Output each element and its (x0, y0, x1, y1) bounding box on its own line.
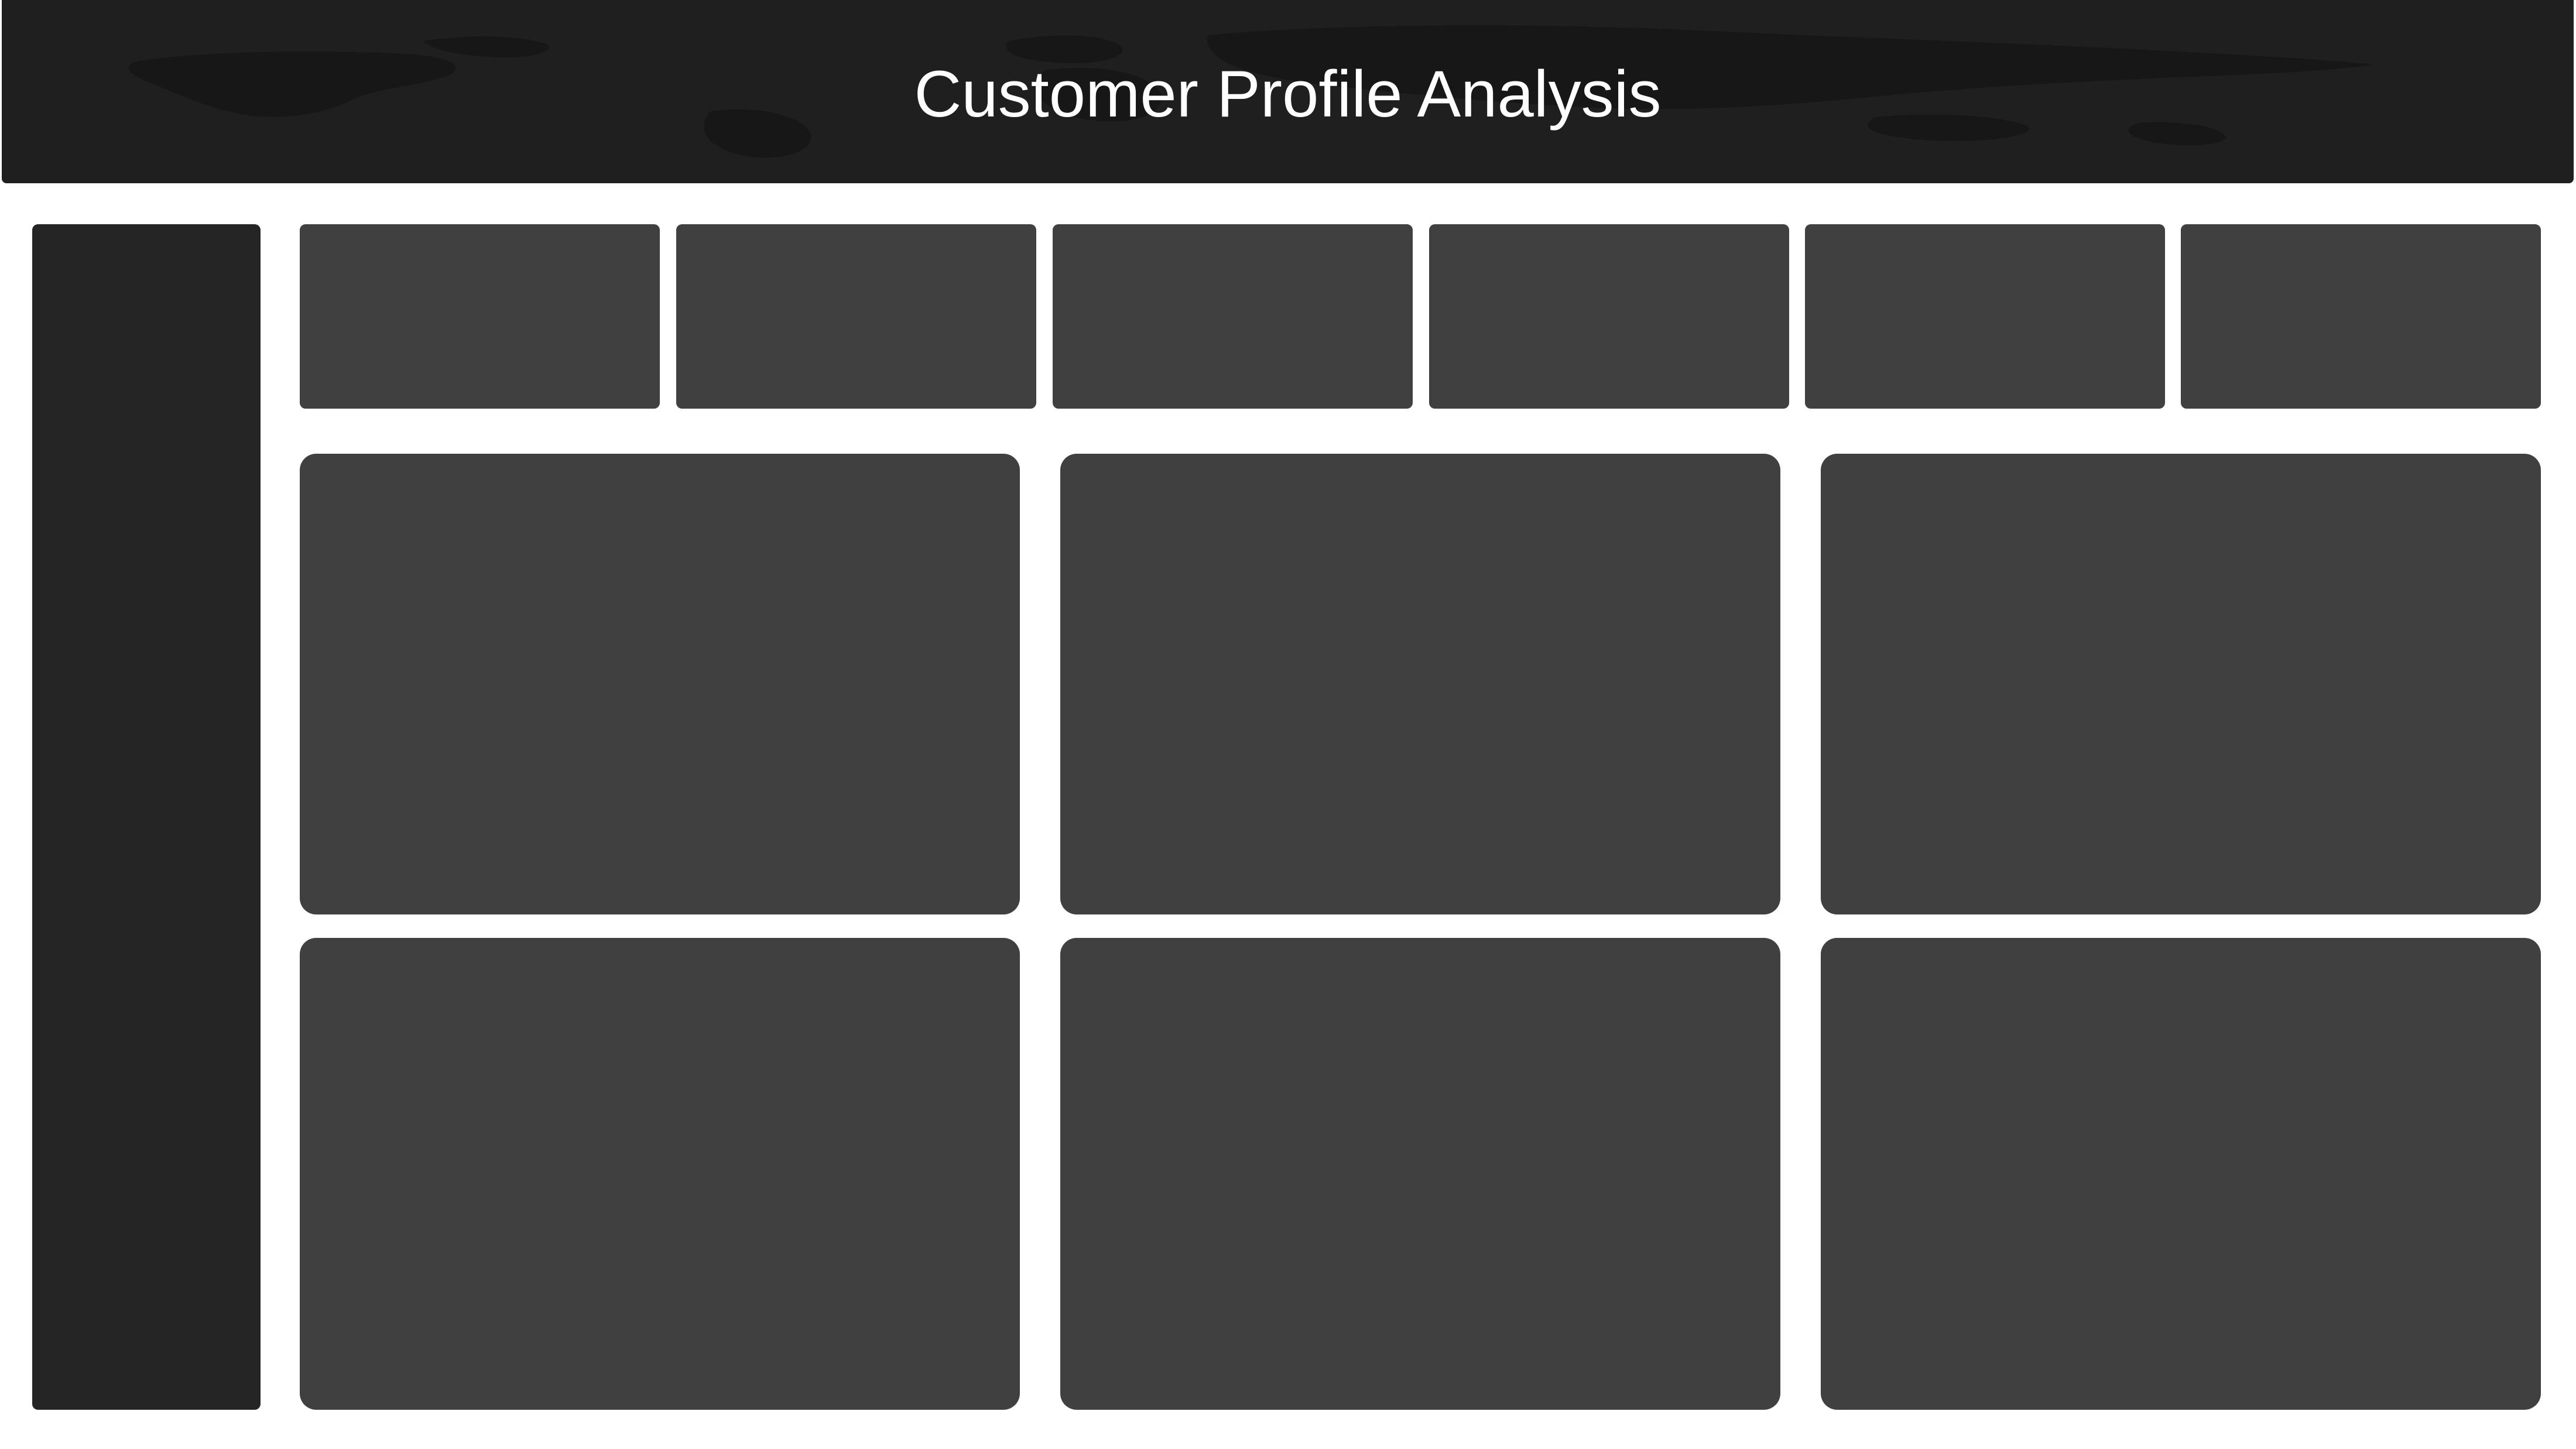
chart-panel-2 (1060, 454, 1780, 914)
chart-panel-5 (1060, 938, 1780, 1410)
world-map-background (128, 25, 2373, 158)
dashboard-header: Customer Profile Analysis (2, 0, 2574, 183)
chart-panel-6 (1821, 938, 2541, 1410)
chart-panel-4 (300, 938, 1020, 1410)
kpi-card-1 (300, 224, 660, 409)
kpi-card-5 (1805, 224, 2165, 409)
filter-sidebar (32, 224, 261, 1410)
chart-panel-1 (300, 454, 1020, 914)
chart-panel-3 (1821, 454, 2541, 914)
kpi-card-2 (676, 224, 1036, 409)
kpi-card-4 (1429, 224, 1789, 409)
kpi-card-3 (1053, 224, 1413, 409)
page-title: Customer Profile Analysis (914, 57, 1662, 131)
kpi-card-6 (2181, 224, 2541, 409)
